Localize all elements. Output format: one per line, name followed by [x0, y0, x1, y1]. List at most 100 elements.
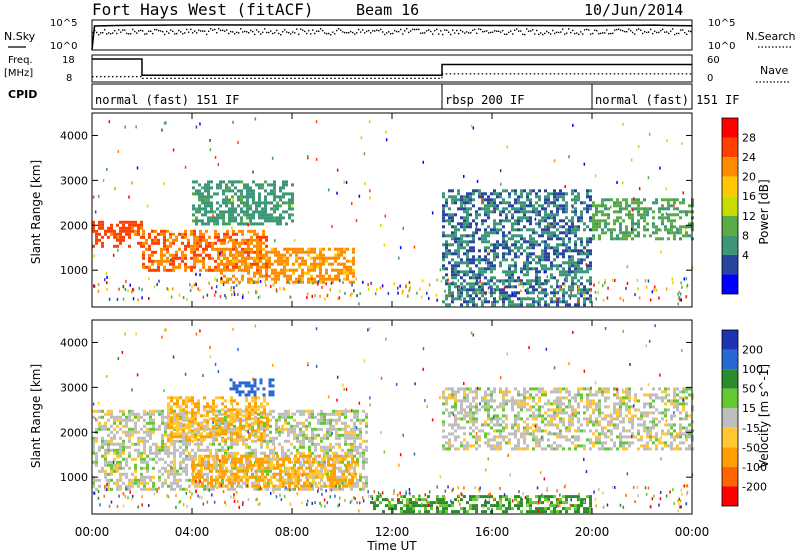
scatter-cell: [207, 204, 210, 208]
scatter-cell: [149, 436, 152, 440]
scatter-cell: [562, 270, 565, 274]
scatter-cell: [463, 234, 466, 238]
scatter-cell: [232, 265, 235, 269]
scatter-cell: [230, 396, 233, 400]
colorbar-tick-label: 8: [742, 229, 749, 242]
scatter-cell: [143, 445, 146, 449]
scatter-cell: [175, 235, 178, 239]
scatter-cell: [264, 180, 267, 184]
scatter-cell: [556, 285, 559, 289]
scatter-cell: [469, 240, 472, 244]
scatter-cell: [206, 432, 209, 436]
scatter-cell: [511, 216, 514, 220]
scatter-cell: [529, 210, 532, 214]
scatter-cell: [685, 213, 688, 217]
scatter-cell: [352, 262, 355, 266]
scatter-cell: [220, 268, 223, 272]
scatter-cell: [163, 241, 166, 245]
scatter-cell: [622, 231, 625, 235]
scatter-cell: [335, 457, 338, 461]
noise-sample: [508, 31, 510, 34]
scatter-cell: [297, 466, 300, 470]
noise-cell: [112, 253, 115, 257]
scatter-cell: [203, 448, 206, 452]
noise-sample: [134, 30, 136, 33]
scatter-cell: [142, 232, 145, 236]
scatter-cell: [228, 216, 231, 220]
scatter-cell: [490, 243, 493, 247]
scatter-cell: [232, 280, 235, 284]
noise-cell: [686, 283, 689, 287]
scatter-cell: [134, 232, 137, 236]
noise-sample: [606, 29, 608, 31]
scatter-cell: [259, 250, 262, 254]
scatter-cell: [493, 255, 496, 259]
scatter-cell: [487, 279, 490, 283]
noise-cell: [171, 287, 174, 291]
scatter-cell: [246, 469, 249, 473]
scatter-cell: [164, 445, 167, 449]
noise-cell: [568, 155, 570, 159]
scatter-cell: [247, 256, 250, 260]
scatter-cell: [442, 276, 445, 280]
noise-sample: [100, 32, 102, 34]
scatter-cell: [353, 436, 356, 440]
scatter-cell: [222, 463, 225, 467]
scatter-cell: [604, 225, 607, 229]
scatter-cell: [226, 259, 229, 263]
scatter-cell: [232, 238, 235, 242]
scatter-cell: [281, 415, 284, 419]
scatter-cell: [128, 418, 131, 422]
scatter-cell: [155, 487, 158, 491]
scatter-cell: [302, 430, 305, 434]
noise-cell: [578, 285, 580, 289]
scatter-cell: [538, 204, 541, 208]
scatter-cell: [610, 198, 613, 202]
noise-cell: [146, 204, 149, 208]
noise-cell: [585, 263, 588, 267]
scatter-cell: [514, 291, 517, 295]
scatter-cell: [359, 487, 362, 491]
noise-cell: [227, 240, 229, 244]
scatter-cell: [128, 409, 131, 413]
scatter-cell: [571, 216, 574, 220]
scatter-cell: [661, 207, 664, 211]
scatter-cell: [511, 258, 514, 262]
scatter-cell: [445, 252, 448, 256]
scatter-cell: [568, 261, 571, 265]
noise-cell: [216, 278, 218, 282]
scatter-cell: [565, 234, 568, 238]
scatter-cell: [290, 424, 293, 428]
scatter-cell: [201, 484, 204, 488]
scatter-cell: [313, 247, 316, 251]
scatter-cell: [529, 246, 532, 250]
colorbar-tick-label: 28: [742, 132, 756, 145]
scatter-cell: [221, 412, 224, 416]
scatter-cell: [637, 234, 640, 238]
noise-cell: [385, 138, 388, 142]
scatter-cell: [481, 282, 484, 286]
scatter-cell: [338, 412, 341, 416]
scatter-cell: [337, 274, 340, 278]
scatter-cell: [303, 472, 306, 476]
noise-cell: [153, 285, 156, 289]
scatter-cell: [457, 237, 460, 241]
scatter-cell: [247, 265, 250, 269]
scatter-cell: [229, 262, 232, 266]
scatter-cell: [182, 429, 185, 433]
scatter-cell: [196, 247, 199, 251]
scatter-cell: [320, 439, 323, 443]
scatter-cell: [481, 270, 484, 274]
scatter-cell: [628, 210, 631, 214]
scatter-cell: [134, 448, 137, 452]
scatter-cell: [317, 421, 320, 425]
noise-cell: [498, 296, 501, 299]
scatter-cell: [565, 216, 568, 220]
scatter-cell: [232, 247, 235, 251]
scatter-cell: [270, 460, 273, 464]
scatter-cell: [242, 466, 245, 470]
scatter-cell: [232, 268, 235, 272]
noise-cell: [235, 284, 238, 287]
scatter-cell: [592, 225, 595, 229]
scatter-cell: [232, 244, 235, 248]
